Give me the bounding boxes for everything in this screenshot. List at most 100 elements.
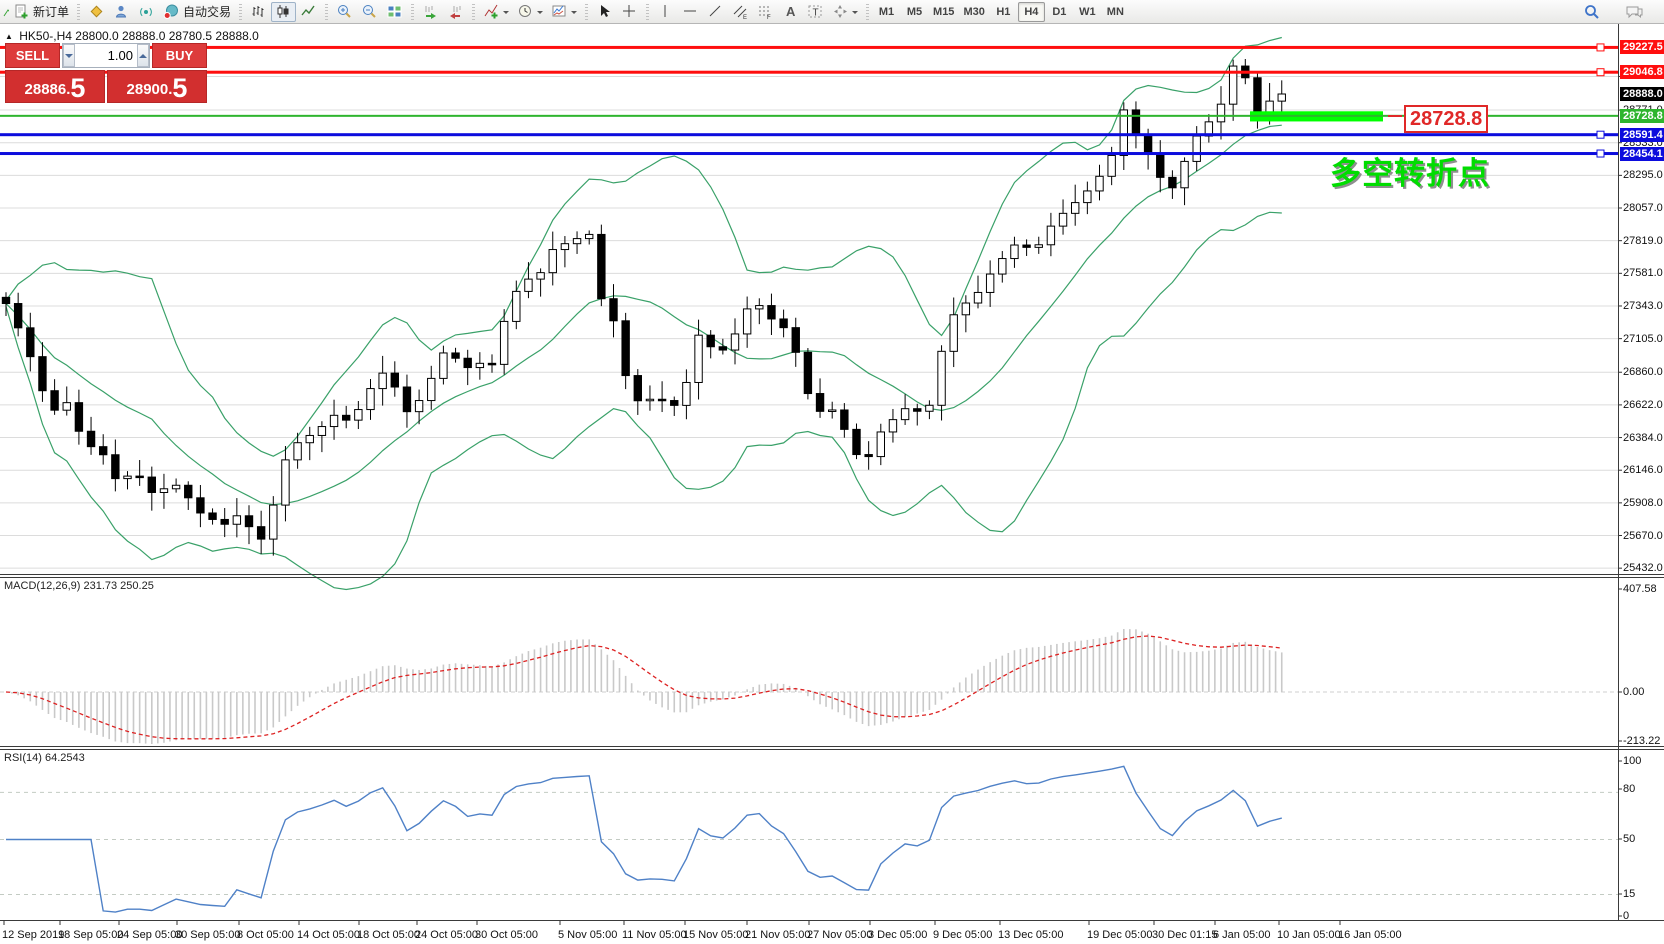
chart-shift-button[interactable]: [443, 2, 468, 22]
volume-stepper: [62, 43, 150, 68]
volume-decrease-button[interactable]: [63, 44, 76, 67]
toolbar-grip: [472, 3, 476, 20]
svg-text:F: F: [767, 15, 771, 20]
candlestick-chart-button[interactable]: [271, 1, 297, 22]
timeframe-m1-button[interactable]: M1: [873, 2, 900, 22]
timeframe-m15-button[interactable]: M15: [929, 2, 958, 22]
autotrading-label: 自动交易: [183, 5, 232, 19]
toolbar-grip: [325, 3, 329, 20]
zoom-out-button[interactable]: [357, 2, 382, 22]
dropdown-caret-icon: [537, 10, 544, 17]
new-order-icon: [15, 4, 28, 19]
timeframe-m5-button[interactable]: M5: [901, 2, 928, 22]
timeframe-mn-button[interactable]: MN: [1102, 2, 1129, 22]
chat-icon: [1626, 6, 1643, 19]
vertical-line-icon: [664, 5, 666, 17]
fibonacci-button[interactable]: F: [753, 2, 778, 22]
tile-windows-button[interactable]: [382, 2, 407, 22]
time-label: 15 Nov 05:00: [683, 929, 749, 941]
buy-button[interactable]: BUY: [152, 43, 207, 68]
new-order-label: 新订单: [33, 5, 70, 19]
price-tick: 26146.0: [1623, 464, 1663, 477]
line-chart-button[interactable]: [296, 2, 321, 22]
hline-price-label: 28454.1: [1620, 146, 1664, 161]
macd-axis-value: 0.00: [1623, 686, 1645, 698]
time-label: 21 Nov 05:00: [745, 929, 811, 941]
rsi-label: RSI(14) 64.2543: [4, 752, 85, 764]
volume-increase-button[interactable]: [136, 44, 149, 67]
buy-price[interactable]: 28900. 5: [107, 70, 207, 103]
sell-price-main: 28886.: [24, 81, 71, 98]
channel-button[interactable]: E: [728, 2, 753, 22]
timeframe-w1-button[interactable]: W1: [1074, 2, 1101, 22]
toolbar-grip: [411, 3, 415, 20]
time-label: 24 Oct 05:00: [415, 929, 478, 941]
time-label: 18 Sep 05:00: [58, 929, 124, 941]
volume-input[interactable]: [75, 44, 137, 67]
price-tick: 27343.0: [1623, 299, 1663, 312]
toolbar-right: [1579, 2, 1664, 22]
dropdown-caret-icon: [852, 10, 859, 17]
price-tick: 27581.0: [1623, 267, 1663, 280]
buy-price-pip: 5: [172, 73, 188, 103]
timeframe-h4-button[interactable]: H4: [1017, 1, 1045, 22]
new-order-button[interactable]: 新订单: [9, 2, 73, 22]
marketwatch-button[interactable]: [84, 2, 109, 22]
horizontal-line-button[interactable]: [678, 2, 703, 22]
timeframe-d1-button[interactable]: D1: [1046, 2, 1073, 22]
time-label: 13 Dec 05:00: [998, 929, 1064, 941]
time-label: 18 Oct 05:00: [357, 929, 420, 941]
tile-windows-icon: [387, 5, 402, 18]
periods-button[interactable]: [513, 2, 547, 22]
bar-chart-button[interactable]: [246, 2, 271, 22]
zoom-in-button[interactable]: [332, 2, 357, 22]
shapes-button[interactable]: [828, 2, 862, 22]
timeframe-h1-button[interactable]: H1: [990, 2, 1017, 22]
autotrading-button[interactable]: 自动交易: [159, 2, 235, 22]
collapse-arrow-icon[interactable]: ▲: [5, 32, 13, 41]
search-button[interactable]: [1579, 2, 1605, 22]
price-tick: 27105.0: [1623, 332, 1663, 345]
text-a-icon: A: [786, 4, 796, 19]
signal-button[interactable]: [134, 2, 159, 22]
hline-price-label: 29046.8: [1620, 65, 1664, 80]
timeframe-m30-button[interactable]: M30: [959, 2, 988, 22]
rsi-axis-value: 80: [1623, 783, 1636, 795]
trendline-button[interactable]: [703, 2, 728, 22]
chart-canvas[interactable]: [0, 24, 1664, 944]
price-tick: 26860.0: [1623, 366, 1663, 379]
price-tick: 27819.0: [1623, 234, 1663, 247]
chat-button[interactable]: [1621, 2, 1648, 22]
templates-button[interactable]: [547, 2, 581, 22]
profile-button[interactable]: [109, 2, 134, 22]
autoscroll-button[interactable]: [418, 2, 443, 22]
vertical-line-button[interactable]: [653, 2, 678, 22]
hline-price-label: 28728.8: [1620, 108, 1664, 123]
autoscroll-icon: [425, 6, 437, 19]
sell-button[interactable]: SELL: [5, 43, 60, 68]
text-button[interactable]: A: [778, 2, 803, 22]
dropdown-caret-icon: [571, 10, 578, 17]
arrow-up-icon: [138, 50, 147, 58]
timeframe-toolbar: M1 M5 M15 M30 H1 H4 D1 W1 MN: [873, 1, 1129, 22]
time-label: 30 Oct 05:00: [475, 929, 538, 941]
cursor-button[interactable]: [592, 2, 617, 22]
crosshair-button[interactable]: [617, 2, 642, 22]
diamond-icon: [90, 5, 103, 18]
toolbar: 新订单 自动交易: [0, 0, 1664, 24]
price-tag[interactable]: 28728.8: [1404, 105, 1489, 133]
horizontal-line-icon: [684, 10, 697, 12]
autotrading-icon: [163, 4, 179, 19]
buy-price-main: 28900.: [126, 81, 173, 98]
indicators-button[interactable]: [479, 2, 513, 22]
text-label-button[interactable]: T: [803, 2, 828, 22]
macd-label: MACD(12,26,9) 231.73 250.25: [4, 580, 154, 592]
toolbar-grip: [866, 3, 870, 20]
person-icon: [115, 5, 127, 18]
text-label-icon: T: [808, 5, 822, 19]
sell-price[interactable]: 28886. 5: [5, 70, 105, 103]
price-tick: 25670.0: [1623, 529, 1663, 542]
turning-point-annotation[interactable]: 多空转折点: [1330, 156, 1490, 191]
time-label: 30 Dec 01:15: [1152, 929, 1218, 941]
